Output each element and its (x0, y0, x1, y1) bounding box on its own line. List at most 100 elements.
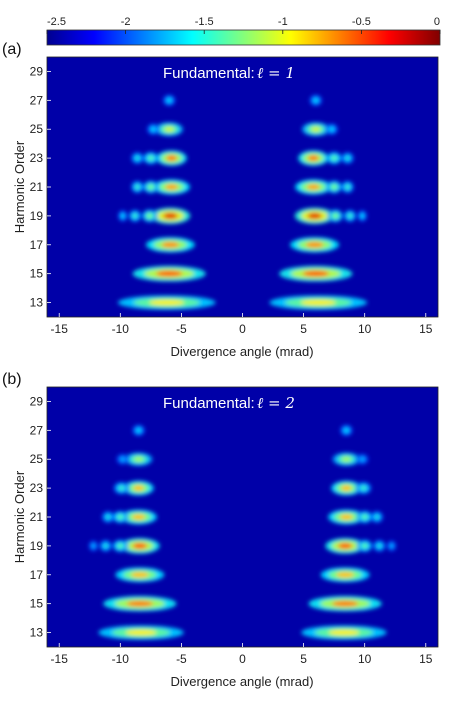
heatmap-blob-core (329, 127, 334, 132)
heatmap-blob-core (344, 428, 349, 433)
y-axis-label-a: Harmonic Order (12, 140, 27, 233)
x-tick-label: -5 (176, 652, 187, 666)
y-tick-label: 15 (30, 267, 44, 281)
y-tick-label: 23 (30, 151, 44, 165)
heatmap-blob-core (340, 485, 352, 491)
x-axis-ticks-b: -15 -10 -5 0 5 10 15 (51, 643, 433, 666)
x-axis-label-b: Divergence angle (mrad) (170, 674, 313, 689)
heatmap-blob-core (331, 184, 337, 190)
y-axis-ticks-b: 13 15 17 19 21 23 25 27 29 (30, 394, 51, 640)
heatmap-blob-core (146, 213, 153, 219)
heatmap-blob-core (331, 600, 359, 607)
heatmap-blob-core (337, 542, 353, 549)
heatmap-blob-core (341, 456, 352, 462)
heatmap-blob-core (331, 155, 337, 161)
heatmap-blob-core (361, 543, 368, 549)
heatmap-blob-core (345, 184, 350, 190)
heatmap-blob-core (136, 428, 141, 433)
x-axis-label-a: Divergence angle (mrad) (170, 344, 313, 359)
plot-title-a: Fundamental: ℓ = 1 (163, 64, 295, 82)
x-tick-label: -10 (112, 652, 130, 666)
y-tick-label: 17 (30, 568, 44, 582)
heatmap-blob-core (389, 543, 394, 548)
x-tick-label: 0 (239, 652, 246, 666)
heatmap-blob-core (126, 600, 154, 607)
panel-b: (b) Fundamental: ℓ = 2 -15 -10 -5 0 5 10 15 13… (2, 371, 439, 689)
heatmap-blob-core (307, 212, 322, 219)
heatmap-blob-core (163, 212, 178, 219)
panel-a: (a) Fundamental: ℓ = 1 -15 -10 -5 0 5 10 15 13… (2, 41, 439, 359)
heatmap-blob-core (133, 485, 145, 491)
heatmap-blob-core (135, 155, 140, 161)
x-tick-label: -10 (112, 322, 130, 336)
heatmap-blob-core (313, 98, 319, 103)
y-tick-label: 19 (30, 539, 44, 553)
heatmap-blob-core (377, 543, 382, 549)
y-tick-label: 21 (30, 180, 44, 194)
x-tick-label: 15 (419, 322, 433, 336)
heatmap-blob-core (155, 270, 183, 277)
heatmap-blob-core (132, 213, 138, 219)
colorbar-tick-label: -1.5 (195, 16, 214, 28)
y-tick-label: 25 (30, 122, 44, 136)
heatmap-blob-core (307, 155, 319, 162)
heatmap-blob-core (328, 629, 360, 636)
heatmap-blob-core (300, 299, 336, 306)
heatmap-blob-core (151, 127, 156, 132)
title-text-a: Fundamental: (163, 65, 255, 82)
x-tick-label: 5 (300, 322, 307, 336)
y-tick-label: 15 (30, 597, 44, 611)
colorbar-tick-label: -1 (278, 16, 288, 28)
title-math-a: ℓ = 1 (257, 64, 295, 82)
heatmap-blob-core (374, 514, 380, 520)
heatmap-blob-core (161, 241, 180, 248)
colorbar-tick-label: -0.5 (352, 16, 371, 28)
y-tick-label: 29 (30, 394, 44, 408)
y-tick-label: 21 (30, 510, 44, 524)
heatmap-blob-core (332, 213, 339, 219)
heatmap-blob-core (120, 457, 125, 462)
colorbar-gradient (46, 29, 441, 46)
heatmap-blob-core (347, 213, 353, 219)
y-tick-label: 19 (30, 209, 44, 223)
heatmap-blob-core (306, 184, 320, 190)
x-tick-label: -15 (51, 322, 69, 336)
x-tick-label: 10 (358, 322, 372, 336)
heatmap-blob-core (135, 184, 140, 190)
heatmap-blob-core (133, 456, 144, 462)
colorbar-tick-label: -2.5 (47, 16, 66, 28)
heatmap-blob-core (166, 155, 178, 162)
x-tick-label: 5 (300, 652, 307, 666)
heatmap-blob-core (125, 629, 157, 636)
x-tick-label: 10 (358, 652, 372, 666)
heatmap-blob-core (361, 514, 368, 520)
heatmap-blob-core (103, 543, 108, 549)
heatmap-blob-core (310, 126, 321, 132)
panel-label-b: (b) (2, 371, 22, 388)
heatmap-blob-core (131, 571, 149, 578)
y-axis-ticks-a: 13 15 17 19 21 23 25 27 29 (30, 64, 51, 310)
x-tick-label: -15 (51, 652, 69, 666)
x-axis-ticks-a: -15 -10 -5 0 5 10 15 (51, 313, 433, 336)
colorbar-ticks: -2.5 -2 -1.5 -1 -0.5 0 (46, 16, 441, 34)
x-tick-label: -5 (176, 322, 187, 336)
heatmap-blob-core (105, 514, 111, 520)
heatmap-blob-core (132, 542, 148, 549)
heatmap-blob-core (336, 571, 354, 578)
heatmap-marks-a (117, 94, 368, 310)
heatmap-blob-core (149, 299, 185, 306)
heatmap-blob-core (117, 543, 124, 549)
y-tick-label: 13 (30, 296, 44, 310)
y-tick-label: 25 (30, 452, 44, 466)
colorbar: -2.5 -2 -1.5 -1 -0.5 0 (46, 16, 441, 46)
y-tick-label: 23 (30, 481, 44, 495)
heatmap-blob-core (148, 184, 154, 190)
x-tick-label: 0 (239, 322, 246, 336)
heatmap-blob-core (360, 485, 367, 491)
heatmap-blob-core (165, 184, 179, 190)
heatmap-blob-core (117, 514, 124, 520)
y-tick-label: 27 (30, 423, 44, 437)
heatmap-marks-b (88, 424, 397, 640)
y-axis-label-b: Harmonic Order (12, 470, 27, 563)
